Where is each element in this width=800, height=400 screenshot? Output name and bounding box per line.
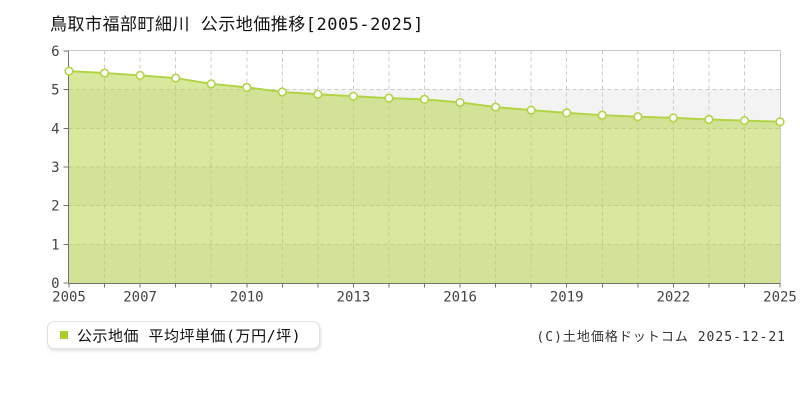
y-tick-label: 5 — [51, 83, 59, 99]
data-point-2005 — [64, 66, 74, 76]
y-tick-label: 2 — [51, 199, 59, 215]
x-tick-label: 2016 — [443, 290, 477, 306]
x-tick-label: 2025 — [763, 290, 797, 306]
price-trend-chart-svg: 0 1 2 3 4 5 6 2005 2007 2010 2013 2016 2019 2022 2025 — [51, 44, 797, 306]
x-tick-label: 2019 — [550, 290, 584, 306]
data-point-2014 — [384, 93, 394, 103]
data-point-2021 — [633, 112, 643, 122]
series-marker-icon — [60, 331, 68, 339]
data-point-2007 — [135, 70, 145, 80]
y-tick-label: 0 — [51, 276, 59, 292]
data-point-2012 — [313, 89, 323, 99]
y-tick-labels: 0 1 2 3 4 5 6 — [51, 44, 59, 292]
data-point-2019 — [562, 108, 572, 118]
data-points — [64, 66, 785, 127]
data-point-2018 — [526, 105, 536, 115]
x-tick-label: 2013 — [337, 290, 371, 306]
copyright-text: (C)土地価格ドットコム 2025-12-21 — [536, 330, 786, 345]
y-tick-label: 1 — [51, 237, 59, 253]
data-point-2008 — [171, 73, 181, 83]
data-point-2015 — [419, 94, 430, 104]
legend-box: 公示地価 平均坪単価(万円/坪) — [47, 321, 321, 349]
plot-border — [68, 50, 781, 284]
data-point-2017 — [491, 102, 501, 112]
data-point-2009 — [206, 79, 216, 89]
data-point-2011 — [277, 87, 287, 97]
data-point-2016 — [455, 97, 465, 108]
page-title: 鳥取市福部町細川 公示地価推移[2005-2025] — [50, 15, 424, 35]
data-point-2013 — [348, 91, 359, 101]
price-trend-chart: 0 1 2 3 4 5 6 2005 2007 2010 2013 2016 2019 2022 2025 — [51, 44, 797, 306]
axes — [63, 50, 781, 288]
y-tick-label: 3 — [51, 160, 59, 176]
x-tick-label: 2007 — [123, 290, 157, 306]
series-area-fill — [69, 71, 780, 284]
data-point-2024 — [739, 115, 750, 126]
x-tick-labels: 2005 2007 2010 2013 2016 2019 2022 2025 — [52, 290, 797, 306]
data-point-2010 — [242, 82, 252, 92]
y-tick-label: 6 — [51, 44, 59, 60]
x-tick-label: 2022 — [656, 290, 690, 306]
legend-label: 公示地価 平均坪単価(万円/坪) — [77, 326, 302, 345]
y-tick-label: 4 — [51, 121, 59, 137]
data-point-2025 — [775, 117, 785, 127]
x-tick-label: 2005 — [52, 290, 86, 306]
data-point-2022 — [668, 113, 678, 123]
data-point-2023 — [704, 114, 714, 125]
data-point-2006 — [99, 68, 110, 78]
data-point-2020 — [597, 110, 607, 120]
x-tick-label: 2010 — [230, 290, 264, 306]
